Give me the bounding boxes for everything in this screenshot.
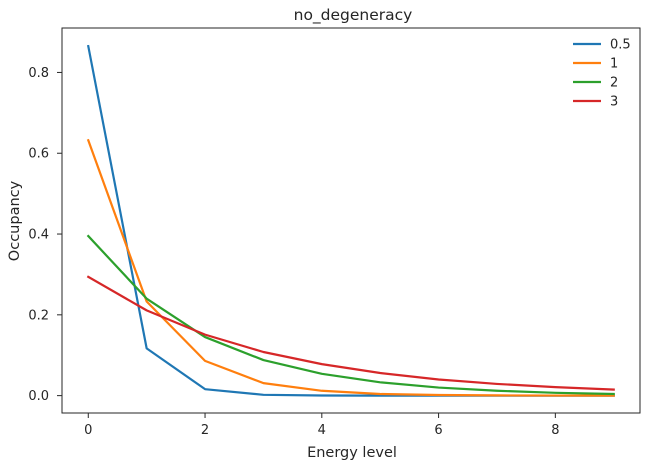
y-tick-label: 0.2 — [28, 308, 49, 323]
legend-label: 1 — [610, 57, 618, 72]
chart-title: no_degeneracy — [294, 6, 413, 25]
plot-frame — [61, 27, 641, 414]
x-tick-label: 8 — [551, 423, 559, 438]
y-axis-label: Occupancy — [7, 180, 23, 261]
x-tick-label: 6 — [434, 423, 442, 438]
x-axis-label: Energy level — [307, 445, 397, 461]
x-tick-label: 0 — [84, 423, 92, 438]
series-line-3 — [86, 275, 615, 391]
series-line-2 — [86, 234, 615, 396]
x-axis: 0 2 4 6 8 — [84, 413, 559, 438]
y-tick-label: 0.4 — [28, 228, 49, 243]
y-tick-label: 0.0 — [28, 389, 49, 404]
x-tick-label: 4 — [318, 423, 326, 438]
y-tick-label: 0.8 — [28, 66, 49, 81]
legend-label: 0.5 — [610, 38, 631, 53]
series-line-1 — [86, 138, 615, 397]
legend: 0.5 1 2 3 — [573, 38, 631, 110]
x-tick-label: 2 — [201, 423, 209, 438]
plot-area — [61, 27, 641, 414]
legend-label: 3 — [610, 95, 618, 110]
y-tick-label: 0.6 — [28, 147, 49, 162]
y-axis: 0.0 0.2 0.4 0.6 0.8 — [28, 66, 62, 404]
series-lines — [86, 44, 615, 397]
legend-label: 2 — [610, 76, 618, 91]
